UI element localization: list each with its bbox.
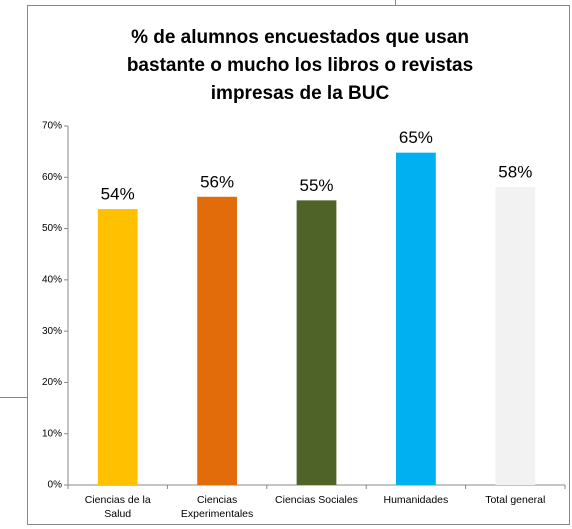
value-label: 56% xyxy=(200,172,234,191)
bar xyxy=(197,196,237,485)
y-tick-label: 0% xyxy=(48,480,63,491)
y-tick-label: 50% xyxy=(42,223,62,234)
y-tick-label: 30% xyxy=(42,326,62,337)
bar xyxy=(296,200,337,485)
value-label: 54% xyxy=(101,185,135,204)
x-tick-label: Ciencias Experimentales xyxy=(180,494,254,520)
value-label: 65% xyxy=(399,128,433,147)
bar xyxy=(97,209,138,485)
x-tick-label: Ciencias Sociales xyxy=(275,494,358,506)
x-tick-label: Ciencias de la Salud xyxy=(84,494,151,520)
x-tick-label: Humanidades xyxy=(383,494,449,506)
x-tick-label: Total general xyxy=(485,494,546,506)
bar xyxy=(495,187,536,485)
chart-title: % de alumnos encuestados que usan bastan… xyxy=(126,27,474,104)
bar xyxy=(396,152,436,485)
value-label: 55% xyxy=(299,176,333,195)
y-tick-label: 10% xyxy=(42,428,62,439)
y-tick-label: 40% xyxy=(42,274,62,285)
y-tick-label: 20% xyxy=(42,377,62,388)
y-tick-label: 70% xyxy=(42,121,62,132)
y-tick-label: 60% xyxy=(42,172,62,183)
value-label: 58% xyxy=(498,163,532,182)
